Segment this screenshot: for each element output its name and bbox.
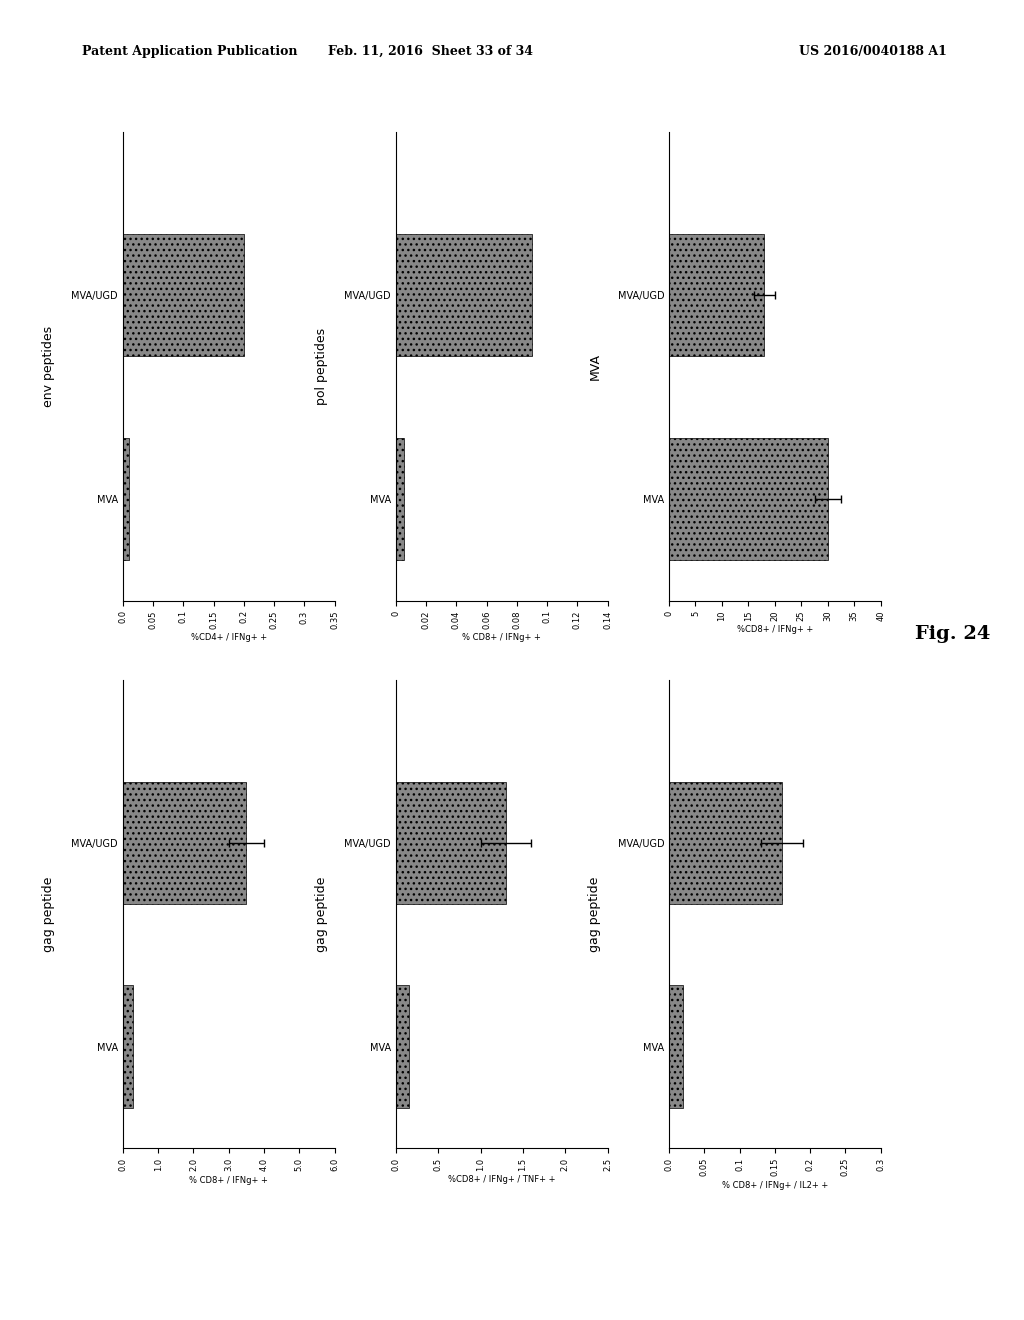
X-axis label: %CD4+ / IFNg+ +: %CD4+ / IFNg+ + xyxy=(190,634,267,642)
Bar xyxy=(123,438,129,560)
Text: gag peptide: gag peptide xyxy=(589,876,601,952)
Text: US 2016/0040188 A1: US 2016/0040188 A1 xyxy=(799,45,946,58)
X-axis label: %CD8+ / IFNg+ +: %CD8+ / IFNg+ + xyxy=(736,626,813,634)
Text: Patent Application Publication: Patent Application Publication xyxy=(82,45,297,58)
Text: gag peptide: gag peptide xyxy=(42,876,55,952)
X-axis label: % CD8+ / IFNg+ +: % CD8+ / IFNg+ + xyxy=(189,1176,268,1184)
Text: MVA: MVA xyxy=(589,352,601,380)
Bar xyxy=(396,234,532,356)
Text: pol peptides: pol peptides xyxy=(315,327,329,405)
Text: env peptides: env peptides xyxy=(42,326,55,407)
Bar xyxy=(123,986,133,1107)
Text: Fig. 24: Fig. 24 xyxy=(914,624,990,643)
X-axis label: % CD8+ / IFNg+ / IL2+ +: % CD8+ / IFNg+ / IL2+ + xyxy=(722,1180,828,1189)
Bar xyxy=(669,781,782,904)
Bar xyxy=(123,781,247,904)
Text: gag peptide: gag peptide xyxy=(315,876,329,952)
Bar xyxy=(669,986,683,1107)
Bar xyxy=(669,234,764,356)
Bar xyxy=(669,438,827,560)
X-axis label: % CD8+ / IFNg+ +: % CD8+ / IFNg+ + xyxy=(462,634,542,642)
Bar xyxy=(396,438,403,560)
Text: Feb. 11, 2016  Sheet 33 of 34: Feb. 11, 2016 Sheet 33 of 34 xyxy=(328,45,532,58)
X-axis label: %CD8+ / IFNg+ / TNF+ +: %CD8+ / IFNg+ / TNF+ + xyxy=(449,1175,555,1184)
Bar xyxy=(396,986,409,1107)
Bar xyxy=(123,234,244,356)
Bar xyxy=(396,781,506,904)
